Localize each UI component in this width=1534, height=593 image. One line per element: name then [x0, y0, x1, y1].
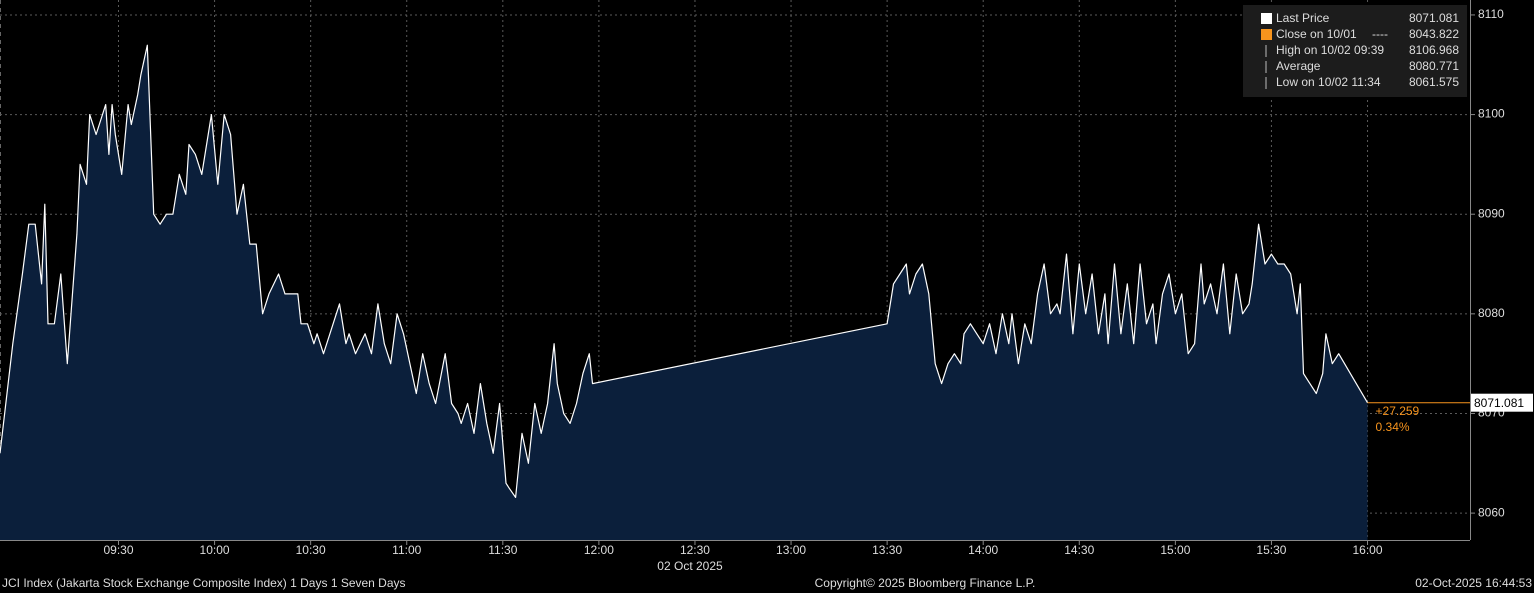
legend-value: 8061.575 — [1409, 75, 1459, 89]
x-tick-label: 14:00 — [968, 543, 998, 557]
x-tick-label: 14:30 — [1064, 543, 1094, 557]
x-tick-label: 13:30 — [872, 543, 902, 557]
y-tick-label: 8080 — [1478, 306, 1505, 320]
x-tick-label: 15:30 — [1256, 543, 1286, 557]
legend-value: 8043.822 — [1409, 27, 1459, 41]
legend-label: High on 10/02 09:39 — [1276, 43, 1384, 57]
last-price-tag-label: 8071.081 — [1474, 396, 1524, 410]
legend-swatch — [1261, 13, 1272, 24]
change-pct-label: 0.34% — [1376, 420, 1410, 434]
x-tick-label: 09:30 — [103, 543, 133, 557]
footer-center: Copyright© 2025 Bloomberg Finance L.P. — [815, 576, 1036, 590]
legend-value: 8071.081 — [1409, 11, 1459, 25]
legend-value: 8106.968 — [1409, 43, 1459, 57]
last-price-tag — [1471, 393, 1533, 412]
legend-label: Low on 10/02 11:34 — [1276, 75, 1381, 89]
x-tick-label: 11:30 — [488, 543, 517, 557]
y-tick-label: 8060 — [1478, 505, 1505, 519]
change-label: +27.259 — [1376, 404, 1420, 418]
y-tick-label: 8090 — [1478, 206, 1505, 220]
x-tick-label: 11:00 — [392, 543, 421, 557]
legend-label: Average — [1276, 59, 1321, 73]
x-tick-label: 16:00 — [1353, 543, 1383, 557]
x-tick-label: 13:00 — [776, 543, 806, 557]
legend-value: 8080.771 — [1409, 59, 1459, 73]
legend-swatch — [1261, 29, 1272, 40]
legend-label: Last Price — [1276, 11, 1330, 25]
footer-left: JCI Index (Jakarta Stock Exchange Compos… — [2, 576, 406, 590]
x-tick-label: 15:00 — [1160, 543, 1190, 557]
x-tick-label: 12:30 — [680, 543, 710, 557]
x-date-label: 02 Oct 2025 — [657, 559, 723, 573]
legend-box — [1243, 5, 1467, 97]
line — [0, 44, 1369, 498]
footer-right: 02-Oct-2025 16:44:53 — [1415, 576, 1532, 590]
area — [0, 45, 1368, 540]
x-tick-label: 10:30 — [296, 543, 326, 557]
x-tick-label: 12:00 — [584, 543, 614, 557]
y-tick-label: 8100 — [1478, 107, 1505, 121]
legend: Last Price 8071.081 Close on 10/01 ---- 8043… — [1243, 5, 1467, 97]
legend-label: Close on 10/01 — [1276, 27, 1357, 41]
x-tick-label: 10:00 — [200, 543, 230, 557]
legend-line-style: ---- — [1372, 27, 1388, 41]
y-tick-label: 8110 — [1478, 7, 1504, 21]
